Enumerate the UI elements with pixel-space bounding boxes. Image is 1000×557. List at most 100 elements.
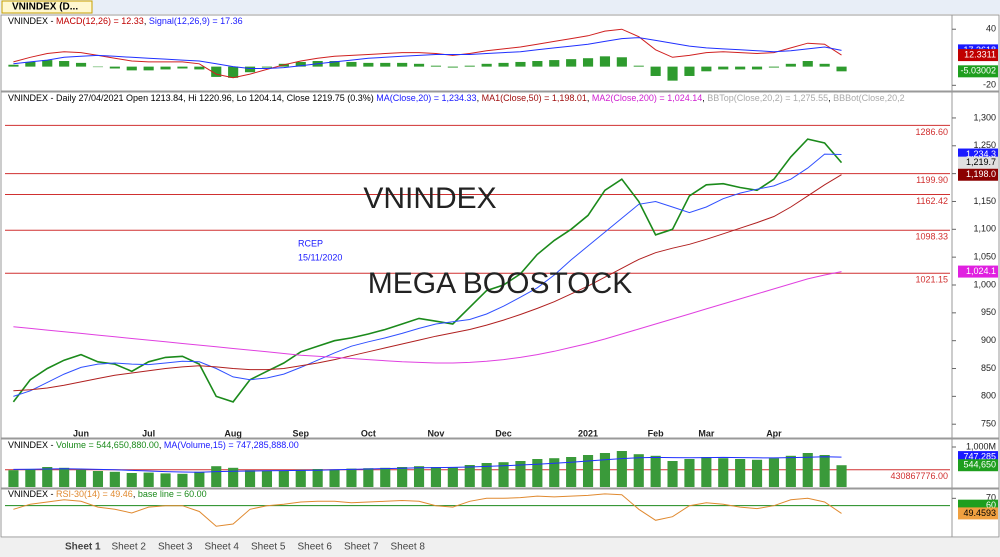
bar xyxy=(177,473,188,487)
bar xyxy=(650,455,661,487)
panel-frames xyxy=(0,14,1000,538)
bar xyxy=(836,66,847,72)
window-tab[interactable] xyxy=(1,0,93,14)
bar xyxy=(228,467,239,487)
y-tick-label: 1,100 xyxy=(973,224,996,234)
bar xyxy=(109,66,120,69)
y-tick-label: 1,000M xyxy=(966,441,996,451)
value-tag xyxy=(958,459,998,472)
header-part: MA(Volume,15) = 747,285,888.00 xyxy=(164,440,299,450)
sheet-tab[interactable]: Sheet 7 xyxy=(344,542,379,553)
annotation: RCEP xyxy=(298,238,323,248)
sheet-tab[interactable]: Sheet 1 xyxy=(65,542,101,553)
level-label: 430867776.00 xyxy=(890,471,948,481)
bar xyxy=(8,64,19,67)
tab-bar xyxy=(0,538,1000,557)
header-part: , xyxy=(159,440,164,450)
bar xyxy=(819,455,830,487)
title-bar xyxy=(0,0,1000,14)
y-tick-label: 850 xyxy=(981,363,996,373)
bar xyxy=(413,466,425,487)
panel-frame xyxy=(0,488,1000,538)
bar xyxy=(464,65,475,67)
value-tag-label: 1,024.1 xyxy=(966,266,996,276)
bar xyxy=(549,60,560,67)
bar xyxy=(481,63,492,67)
value-tag-label: 60 xyxy=(986,500,996,510)
bar xyxy=(160,473,171,487)
bar xyxy=(380,62,391,67)
panel-header: VNINDEX - Volume = 544,650,880.00, MA(Vo… xyxy=(8,440,299,450)
sheet-tab[interactable]: Sheet 6 xyxy=(298,542,333,553)
value-tag xyxy=(958,156,998,169)
bar xyxy=(785,63,796,67)
series-line xyxy=(13,153,842,397)
level-label: 1021.15 xyxy=(915,275,948,285)
value-tag-label: 12.3311 xyxy=(964,49,996,59)
bar xyxy=(532,459,543,487)
y-tick-label: 800 xyxy=(981,391,996,401)
value-tag xyxy=(958,507,998,520)
value-tag xyxy=(958,168,998,181)
header-part: BBBot(Close,20,2 xyxy=(833,93,905,103)
sheet-tab[interactable]: Sheet 4 xyxy=(205,542,240,553)
bar xyxy=(701,66,712,72)
bar xyxy=(194,471,205,487)
sheet-tab[interactable]: Sheet 8 xyxy=(391,542,426,553)
bar xyxy=(430,467,442,487)
bar xyxy=(718,66,729,70)
series-line xyxy=(12,138,843,403)
bar xyxy=(312,469,323,487)
bar xyxy=(211,66,222,77)
bar xyxy=(75,62,87,67)
bar xyxy=(278,470,289,487)
bar xyxy=(684,66,695,76)
bar xyxy=(819,63,830,67)
x-tick-label: Jul xyxy=(142,428,155,438)
bar xyxy=(75,469,87,487)
bar xyxy=(244,470,256,487)
bar xyxy=(718,458,729,487)
y-tick-label: 1,000 xyxy=(973,279,996,289)
bar xyxy=(244,66,256,73)
bar xyxy=(228,66,239,78)
panel-frame xyxy=(0,438,1000,489)
bar xyxy=(160,66,171,70)
panel-frame xyxy=(0,14,1000,92)
bar xyxy=(42,467,53,487)
bar xyxy=(549,458,560,487)
header-part: MACD(12,26) = 12.33 xyxy=(56,16,144,26)
x-tick-label: Apr xyxy=(766,428,782,438)
bar xyxy=(836,465,847,487)
bar xyxy=(42,60,53,67)
bar xyxy=(599,56,611,67)
bar xyxy=(430,65,442,67)
bar xyxy=(667,66,678,81)
bar xyxy=(413,63,425,67)
value-tag-label: 49.4593 xyxy=(963,508,996,518)
y-tick-label: 40 xyxy=(986,24,996,34)
annotation: VNINDEX xyxy=(363,182,496,215)
panel-header: VNINDEX - MACD(12,26) = 12.33, Signal(12… xyxy=(8,16,243,26)
bar xyxy=(92,471,104,487)
value-tag xyxy=(958,65,998,78)
bar xyxy=(397,467,408,487)
bar xyxy=(397,62,408,67)
bar xyxy=(532,61,543,67)
sheet-tab[interactable]: Sheet 3 xyxy=(158,542,193,553)
sheet-tab[interactable]: Sheet 5 xyxy=(251,542,286,553)
header-part: BBTop(Close,20,2) = 1,275.55 xyxy=(707,93,828,103)
header-part: , xyxy=(702,93,707,103)
bar xyxy=(566,457,577,487)
series-line xyxy=(13,28,842,79)
header-part: Volume = 544,650,880.00 xyxy=(56,440,159,450)
y-tick-label: 900 xyxy=(981,335,996,345)
header-part: VNINDEX - xyxy=(8,489,56,499)
sheet-tab[interactable]: Sheet 2 xyxy=(112,542,147,553)
panel-header: VNINDEX - RSI-30(14) = 49.46, base line … xyxy=(8,489,207,499)
header-part: MA2(Close,200) = 1,024.14 xyxy=(592,93,702,103)
bar xyxy=(177,66,188,69)
bar xyxy=(211,466,222,487)
bar xyxy=(194,66,205,70)
annotation: 15/11/2020 xyxy=(298,252,342,262)
